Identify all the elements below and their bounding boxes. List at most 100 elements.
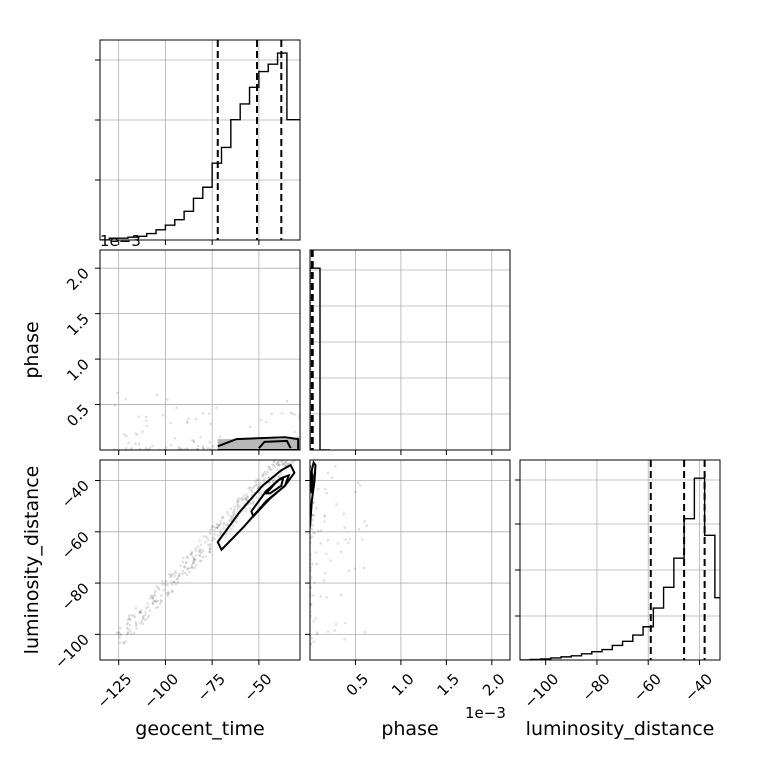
- scatter-point: [228, 519, 231, 522]
- scatter-point: [224, 523, 228, 527]
- scatter-point: [141, 622, 144, 625]
- scatter-point: [289, 457, 292, 460]
- scatter-point: [204, 535, 208, 538]
- scatter-point: [129, 618, 132, 622]
- scatter-point: [273, 478, 276, 481]
- scatter-point: [217, 524, 221, 527]
- scatter-point: [326, 471, 330, 475]
- scatter-point: [310, 636, 314, 640]
- scatter-point: [174, 569, 177, 573]
- scatter-point: [139, 611, 143, 615]
- scatter-point: [222, 526, 225, 530]
- scatter-point: [292, 452, 295, 455]
- panel-phase-ld: [309, 459, 511, 661]
- scatter-point: [250, 502, 254, 505]
- scatter-point: [183, 571, 187, 575]
- scatter-point: [193, 557, 196, 561]
- scatter-point: [139, 609, 143, 612]
- scatter-point: [222, 521, 226, 525]
- scatter-point: [192, 561, 196, 565]
- scatter-point: [174, 571, 178, 575]
- scatter-point: [353, 567, 356, 570]
- scatter-point: [213, 533, 216, 536]
- scatter-point: [343, 638, 346, 641]
- scatter-point: [130, 446, 133, 450]
- scatter-point: [181, 560, 185, 564]
- scatter-point: [363, 631, 367, 634]
- scatter-point: [362, 566, 366, 570]
- scatter-point: [177, 445, 181, 449]
- scatter-point: [134, 622, 138, 626]
- scatter-point: [126, 621, 130, 624]
- scatter-point: [172, 580, 176, 584]
- scatter-point: [287, 456, 290, 459]
- scatter-point: [226, 513, 230, 516]
- scatter-point: [211, 536, 215, 539]
- scatter-point: [178, 574, 181, 577]
- scatter-point: [261, 472, 265, 476]
- scatter-point: [125, 633, 129, 636]
- scatter-point: [192, 557, 196, 561]
- scatter-point: [254, 480, 258, 484]
- scatter-point: [273, 465, 277, 468]
- scatter-point: [312, 640, 315, 643]
- scatter-point: [185, 421, 189, 425]
- scatter-point: [231, 515, 235, 519]
- scatter-point: [193, 566, 196, 570]
- scatter-point: [208, 547, 212, 551]
- scatter-point: [151, 596, 155, 600]
- scatter-point: [264, 420, 268, 424]
- scatter-point: [125, 623, 129, 626]
- scatter-point: [290, 453, 293, 456]
- contour-phase-ld: [310, 472, 314, 494]
- scatter-point: [343, 526, 347, 529]
- scatter-point: [272, 460, 276, 463]
- scatter-point: [218, 529, 222, 532]
- scatter-point: [247, 486, 250, 490]
- panel-phase-hist: [309, 249, 511, 451]
- scatter-point: [281, 454, 284, 457]
- geocent-xtick-label: −100: [140, 670, 182, 712]
- scatter-point: [290, 412, 294, 416]
- scatter-point: [141, 617, 145, 621]
- scatter-point: [312, 619, 316, 623]
- scatter-point: [155, 585, 159, 588]
- scatter-point: [286, 462, 290, 466]
- scatter-point: [271, 478, 275, 482]
- scatter-point: [188, 570, 191, 574]
- scatter-point: [229, 519, 233, 522]
- scatter-point: [183, 565, 186, 568]
- scatter-point: [233, 507, 236, 511]
- scatter-point: [213, 528, 216, 532]
- scatter-point: [248, 507, 252, 510]
- scatter-point: [325, 492, 328, 495]
- scatter-point: [319, 529, 323, 532]
- scatter-point: [117, 630, 120, 634]
- scatter-point: [124, 397, 128, 401]
- scatter-point: [326, 630, 330, 633]
- scatter-point: [342, 512, 346, 515]
- scatter-point: [310, 603, 313, 606]
- scatter-point: [148, 609, 152, 612]
- scatter-point: [288, 452, 291, 455]
- scatter-point: [208, 447, 212, 450]
- contour-geocent-phase: [258, 439, 292, 449]
- scatter-point: [206, 446, 209, 450]
- scatter-point: [310, 562, 314, 566]
- scatter-point: [196, 444, 200, 448]
- scatter-point: [215, 526, 219, 530]
- scatter-point: [185, 556, 189, 560]
- scatter-point: [252, 485, 256, 488]
- scatter-point: [189, 552, 193, 555]
- scatter-point: [181, 569, 185, 573]
- scatter-point: [347, 569, 351, 572]
- scatter-point: [118, 626, 122, 630]
- panel-luminosity-distance-hist: [519, 459, 721, 661]
- scatter-point: [122, 433, 126, 436]
- scatter-point: [251, 499, 255, 503]
- scatter-point: [240, 498, 244, 502]
- phase-ytick-label: 0.5: [63, 401, 93, 431]
- scatter-point: [233, 512, 236, 516]
- scatter-point: [285, 455, 288, 458]
- scatter-point: [127, 441, 130, 445]
